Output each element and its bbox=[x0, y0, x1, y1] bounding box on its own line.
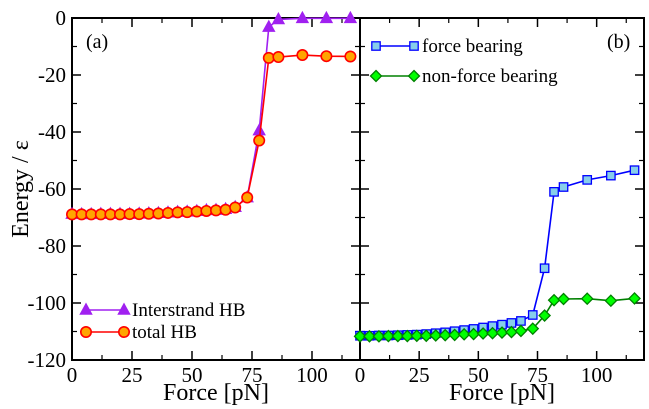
legend-entry: non-force bearing bbox=[369, 66, 558, 87]
data-point bbox=[295, 10, 310, 24]
series-line bbox=[72, 54, 351, 216]
panel-b: 0 25 50 75 100 Force [pN] (b) force bearing non-… bbox=[353, 17, 645, 406]
y-tick-label: -120 bbox=[28, 348, 67, 372]
x-tick-label: 0 bbox=[355, 363, 366, 387]
data-point bbox=[557, 292, 570, 306]
data-point bbox=[527, 310, 538, 320]
data-point bbox=[629, 165, 640, 176]
panel-tag: (a) bbox=[86, 31, 108, 53]
data-point bbox=[363, 329, 376, 343]
data-point bbox=[410, 329, 424, 343]
data-point bbox=[438, 328, 452, 342]
data-point bbox=[448, 328, 462, 342]
data-point bbox=[628, 292, 641, 305]
data-point bbox=[252, 123, 266, 136]
x-tick-label: 0 bbox=[67, 363, 78, 387]
data-point bbox=[538, 309, 552, 322]
legend-marker bbox=[118, 325, 131, 338]
legend-label: Interstrand HB bbox=[132, 300, 245, 321]
data-point bbox=[505, 325, 518, 339]
data-point bbox=[219, 203, 232, 216]
data-point bbox=[467, 327, 481, 341]
data-point bbox=[400, 329, 414, 343]
data-point bbox=[582, 175, 593, 185]
y-tick-label: -20 bbox=[38, 63, 66, 87]
series-line bbox=[71, 17, 351, 216]
x-tick-label: 75 bbox=[242, 363, 263, 387]
x-tick-label: 25 bbox=[122, 363, 143, 387]
series-interstrand-hb bbox=[65, 10, 358, 220]
data-point bbox=[606, 170, 616, 181]
data-point bbox=[372, 329, 386, 343]
data-point bbox=[539, 263, 550, 274]
y-tick-label: -100 bbox=[28, 291, 67, 315]
data-point bbox=[272, 51, 285, 64]
y-tick-label: -80 bbox=[38, 234, 66, 258]
legend-marker bbox=[117, 302, 131, 315]
y-axis-label: Energy / ε bbox=[8, 140, 34, 238]
series-non-force-bearing bbox=[353, 292, 641, 343]
legend-marker bbox=[79, 302, 93, 315]
x-tick-label: 50 bbox=[468, 363, 489, 387]
legend-entry: force bearing bbox=[371, 36, 523, 57]
data-point bbox=[476, 327, 490, 340]
x-axis-label: Force [pN] bbox=[449, 380, 555, 406]
x-tick-label: 25 bbox=[409, 363, 430, 387]
series-line bbox=[360, 169, 635, 337]
data-point bbox=[604, 294, 618, 308]
data-point bbox=[381, 329, 395, 343]
data-point bbox=[319, 10, 334, 24]
data-point bbox=[262, 51, 275, 64]
data-point bbox=[486, 326, 499, 340]
x-axis-label: Force [pN] bbox=[163, 380, 269, 406]
data-point bbox=[516, 316, 526, 326]
y-tick-label: -60 bbox=[38, 177, 66, 201]
legend-marker bbox=[369, 69, 383, 83]
x-tick-label: 100 bbox=[581, 363, 613, 387]
x-tick-label: 75 bbox=[527, 363, 548, 387]
data-point bbox=[558, 182, 569, 192]
data-point bbox=[344, 50, 357, 63]
x-tick-label: 50 bbox=[182, 363, 203, 387]
data-point bbox=[547, 293, 561, 307]
data-point bbox=[526, 322, 540, 336]
legend-label: non-force bearing bbox=[422, 66, 558, 87]
data-point bbox=[343, 10, 358, 24]
data-point bbox=[429, 329, 443, 342]
data-point bbox=[262, 19, 276, 32]
legend-marker bbox=[409, 41, 419, 51]
data-point bbox=[580, 292, 594, 306]
data-point bbox=[241, 191, 254, 204]
series-total-hb bbox=[66, 49, 357, 221]
legend-marker bbox=[80, 325, 93, 338]
panel-tag: (b) bbox=[607, 31, 630, 53]
data-point bbox=[253, 134, 266, 147]
data-point bbox=[271, 11, 286, 25]
data-point bbox=[229, 201, 242, 214]
data-point bbox=[457, 327, 471, 341]
x-tick-label: 100 bbox=[296, 363, 328, 387]
data-point bbox=[353, 329, 367, 343]
data-point bbox=[514, 324, 528, 338]
legend-label: total HB bbox=[132, 322, 197, 343]
data-point bbox=[495, 326, 509, 340]
data-point bbox=[419, 329, 433, 343]
series-force-bearing bbox=[355, 165, 640, 341]
legend-marker bbox=[407, 69, 421, 83]
data-point bbox=[549, 186, 559, 197]
panel-a: Energy / ε 0 25 50 75 100 0 -20 -40 -60 -80 -100 -1… bbox=[8, 6, 361, 406]
legend-marker bbox=[371, 41, 381, 51]
legend-entry: Interstrand HB bbox=[79, 300, 245, 321]
y-tick-label: 0 bbox=[56, 6, 67, 30]
data-point bbox=[296, 49, 309, 62]
data-point bbox=[391, 329, 405, 343]
legend-entry: total HB bbox=[80, 322, 197, 343]
y-tick-label: -40 bbox=[38, 120, 66, 144]
legend-label: force bearing bbox=[422, 36, 523, 57]
data-point bbox=[320, 50, 333, 63]
